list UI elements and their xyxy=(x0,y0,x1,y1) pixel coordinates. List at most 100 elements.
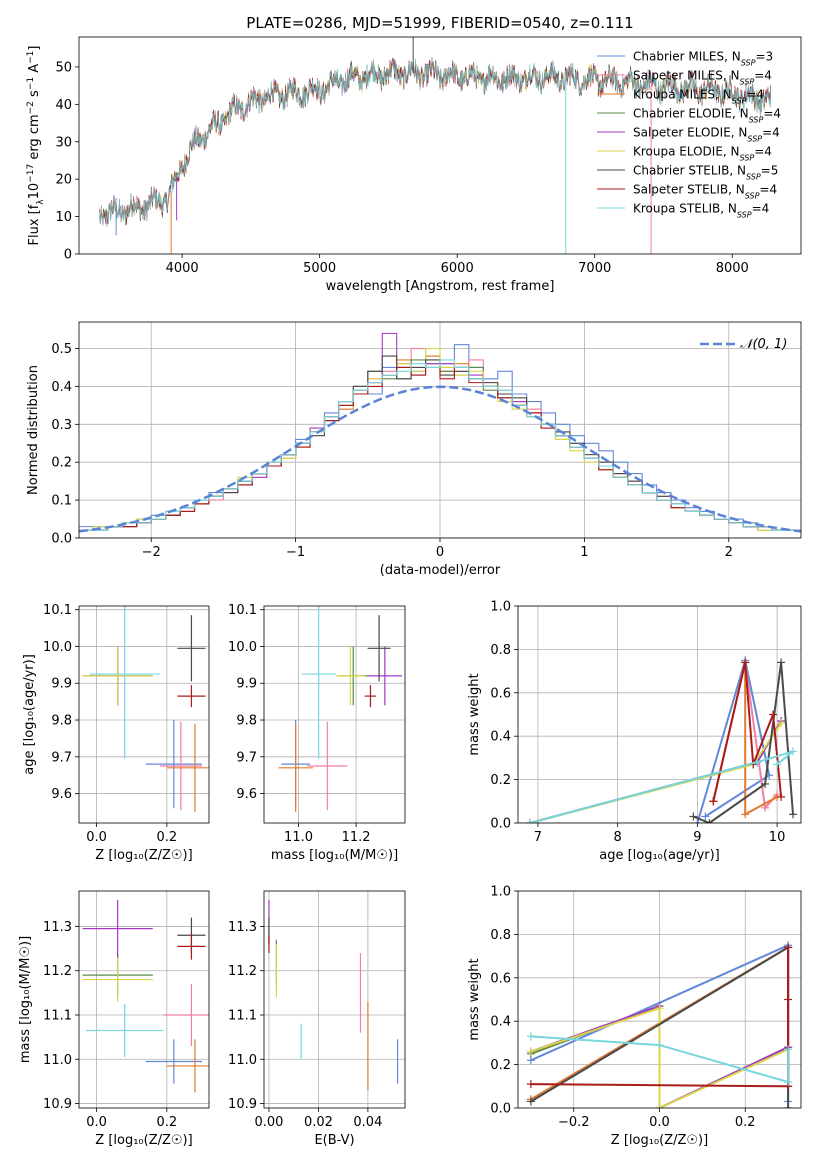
errorbar-point-3 xyxy=(278,723,313,812)
y-tick-label: 50 xyxy=(55,60,72,75)
y-tick-label: 0.0 xyxy=(51,532,72,547)
panel-5: 7 8 9 10 0.0 0.2 0.4 0.6 0.8 1.0 age [log₁₀(age/yr… xyxy=(467,600,802,863)
legend-text: Chabrier ELODIE, N xyxy=(633,107,749,121)
y-tick-label: 0.5 xyxy=(51,342,72,357)
legend-text: Salpeter ELODIE, N xyxy=(633,126,747,140)
normal-curve xyxy=(79,385,801,533)
plot-area xyxy=(79,891,209,1108)
weight-series-7 xyxy=(693,662,794,823)
panel-8: −0.2 0.0 0.2 0.0 0.2 0.4 0.6 0.8 1.0 Z [log₁₀(Z/Z… xyxy=(467,885,802,1148)
y-tick-label: 9.8 xyxy=(236,714,257,729)
y-tick-label: 0.3 xyxy=(51,418,72,433)
y-axis-label: mass weight xyxy=(467,673,482,755)
errorbar-point-2 xyxy=(307,721,348,811)
errorbar-point-8 xyxy=(177,933,206,960)
errorbar-point-7 xyxy=(367,615,391,682)
x-tick-label: 0 xyxy=(436,545,444,560)
y-tick-label: 0.2 xyxy=(490,1058,511,1073)
legend-entry: Salpeter MILES, NSSP=4 xyxy=(633,69,772,87)
errorbar-point-9 xyxy=(86,1003,164,1058)
legend-subscript: SSP xyxy=(741,58,756,67)
errorbar-point-1 xyxy=(145,1039,202,1084)
y-tick-label: 0.0 xyxy=(490,817,511,832)
legend-entry: Salpeter ELODIE, NSSP=4 xyxy=(633,126,780,144)
y-tick-label: 11.3 xyxy=(228,920,257,935)
y-tick-label: 0.2 xyxy=(490,773,511,788)
x-tick-label: 0.00 xyxy=(254,1115,283,1130)
x-tick-label: 0.04 xyxy=(353,1115,382,1130)
legend-eq: =4 xyxy=(763,107,781,121)
y-tick-label: 0.8 xyxy=(490,928,511,943)
errorbar-point-9 xyxy=(301,606,336,759)
errorbar-point-5 xyxy=(82,899,153,958)
y-tick-label: 0 xyxy=(64,248,72,263)
y-tick-label: 10.0 xyxy=(43,640,72,655)
panel-6: 0.0 0.2 10.9 11.0 11.1 11.2 11.3 Z [log₁₀(Z/Z☉)… xyxy=(18,890,210,1148)
weight-series-9 xyxy=(530,1035,790,1084)
y-tick-label: 40 xyxy=(55,98,72,113)
y-axis-label: Normed distribution xyxy=(26,365,41,495)
axes-frame xyxy=(78,605,210,824)
y-axis-label: mass weight xyxy=(467,958,482,1040)
legend-text: Chabrier MILES, N xyxy=(633,50,741,64)
x-axis-label: wavelength [Angstrom, rest frame] xyxy=(326,279,555,294)
x-tick-label: 0.2 xyxy=(156,1115,177,1130)
y-tick-label: 9.7 xyxy=(51,750,72,765)
x-tick-label: 0.0 xyxy=(86,1115,107,1130)
x-tick-label: −2 xyxy=(142,545,161,560)
legend-eq: =4 xyxy=(754,69,772,83)
plot-area xyxy=(264,891,405,1108)
legend-eq: =4 xyxy=(762,126,780,140)
panel-1: 4000 5000 6000 7000 8000 0 10 20 30 40 50 wavelengt… xyxy=(26,14,802,294)
legend-subscript: SSP xyxy=(732,96,747,105)
x-tick-label: 7000 xyxy=(578,261,611,276)
y-axis-label-part: 10 xyxy=(27,183,42,200)
legend-eq: =4 xyxy=(759,183,777,197)
errorbar-point-9 xyxy=(89,606,160,759)
y-axis-label-part: −17 xyxy=(26,164,36,183)
x-tick-label: 11.2 xyxy=(342,830,371,845)
y-axis-label-part: λ xyxy=(36,199,46,205)
y-tick-label: 11.3 xyxy=(43,920,72,935)
y-tick-label: 10.1 xyxy=(43,603,72,618)
weight-series-6 xyxy=(529,722,782,823)
y-tick-label: 11.0 xyxy=(43,1053,72,1068)
y-tick-label: 9.8 xyxy=(51,714,72,729)
plot-area xyxy=(79,606,209,823)
x-axis-label: Z [log₁₀(Z/Z☉)] xyxy=(95,1133,192,1148)
legend-text: Kroupa ELODIE, N xyxy=(633,145,740,159)
y-tick-label: 1.0 xyxy=(490,885,511,900)
errorbar-point-6 xyxy=(82,957,153,1002)
weight-series-1 xyxy=(696,660,771,823)
legend-eq: =4 xyxy=(746,88,764,102)
y-axis-label-part: Flux [f xyxy=(27,204,42,245)
y-axis-label: Flux [fλ10−17 erg cm−2 s−1 A−1] xyxy=(26,46,46,246)
legend-subscript: SSP xyxy=(749,115,764,124)
legend-subscript: SSP xyxy=(740,77,755,86)
errorbar-point-2 xyxy=(159,721,202,811)
y-tick-label: 0.8 xyxy=(490,643,511,658)
panel-4: 11.0 11.2 9.6 9.7 9.8 9.9 10.0 10.1 mass [log₁₀(… xyxy=(228,603,406,863)
y-axis-label-part: −2 xyxy=(26,101,36,114)
plot-area xyxy=(99,37,771,254)
legend-eq: =5 xyxy=(761,164,779,178)
x-tick-label: 11.0 xyxy=(284,830,313,845)
legend-subscript: SSP xyxy=(747,134,762,143)
x-tick-label: 9 xyxy=(693,830,701,845)
y-tick-label: 10.9 xyxy=(43,1097,72,1112)
legend-eq: =4 xyxy=(754,145,772,159)
errorbar-point-6 xyxy=(335,646,365,706)
errorbar-point-6 xyxy=(82,646,153,706)
y-tick-label: 0.4 xyxy=(51,380,72,395)
x-tick-label: −1 xyxy=(286,545,305,560)
y-tick-label: 20 xyxy=(55,173,72,188)
legend-text: Kroupa MILES, N xyxy=(633,88,732,102)
errorbar-point-8 xyxy=(364,685,377,708)
y-tick-label: 0.0 xyxy=(490,1102,511,1117)
plot-area xyxy=(518,606,801,823)
panel-2: −2 −1 0 1 2 0.0 0.1 0.2 0.3 0.4 0.5 (data-model)/er… xyxy=(26,321,802,578)
legend-eq: =3 xyxy=(755,50,773,64)
x-tick-label: 0.0 xyxy=(86,830,107,845)
x-tick-label: 0.2 xyxy=(156,830,177,845)
y-tick-label: 9.9 xyxy=(236,677,257,692)
